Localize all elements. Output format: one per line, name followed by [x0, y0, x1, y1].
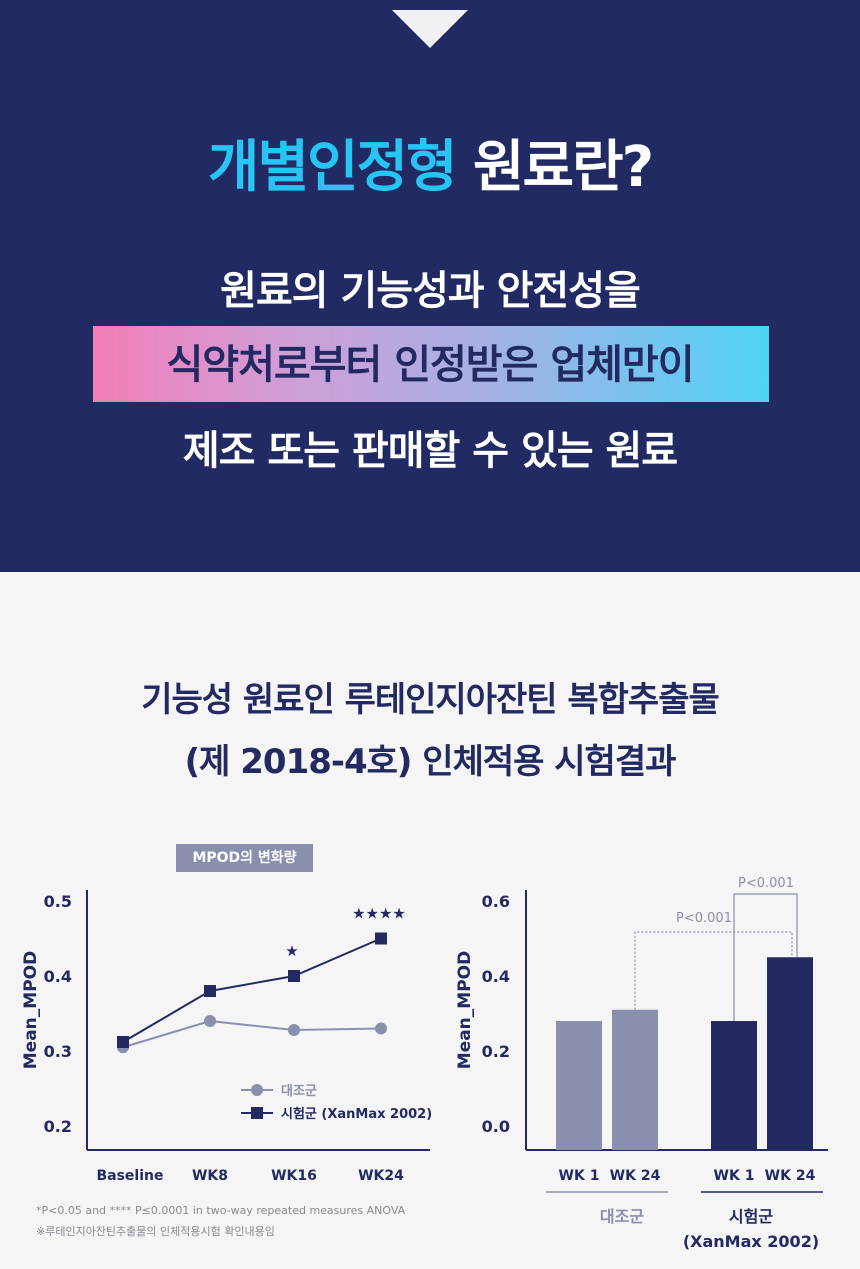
- line-point-test: [288, 970, 300, 982]
- significance-star-label: ★: [285, 942, 298, 960]
- line-chart-title-badge: MPOD의 변화량: [176, 844, 313, 872]
- hero-line-1: 원료의 기능성과 안전성을: [220, 268, 641, 314]
- bar-chart-y-tick-label: 0.4: [482, 967, 510, 986]
- headline-accent: 개별인정형: [207, 135, 458, 200]
- hero-line-2: 식약처로부터 인정받은 업체만이: [0, 332, 860, 390]
- bracket-test-wk1-vs-wk24: [733, 893, 798, 1021]
- line-point-test: [117, 1036, 129, 1048]
- bar-1-2: [612, 1009, 658, 1150]
- hero-banner: [0, 0, 860, 572]
- line-chart-y-tick-label: 0.3: [44, 1042, 72, 1061]
- line-point-control: [375, 1022, 387, 1035]
- p-value-label: P<0.001: [676, 911, 732, 926]
- headline-rest: 원료란?: [455, 135, 654, 200]
- line-chart-x-tick-label: WK24: [358, 1168, 404, 1184]
- bar-chart-y-tick-label: 0.6: [482, 892, 510, 911]
- legend-marker-square: [251, 1107, 263, 1119]
- hero-line-3: 제조 또는 판매할 수 있는 원료: [182, 428, 678, 474]
- section-title-line-2: (제 2018-4호) 인체적용 시험결과: [184, 742, 677, 782]
- footnote-statistics: *P<0.05 and **** P≤0.0001 in two-way rep…: [36, 1204, 406, 1217]
- bracket-control-vs-test: [634, 931, 793, 1010]
- line-point-control: [288, 1024, 300, 1036]
- legend-label: 시험군 (XanMax 2002): [281, 1106, 432, 1122]
- line-chart-y-tick-label: 0.2: [44, 1117, 72, 1136]
- line-chart-y-axis-label: Mean_MPOD: [21, 951, 41, 1069]
- bar-chart-y-tick-label: 0.2: [482, 1042, 510, 1061]
- bar-x-tick-label: WK 24: [765, 1168, 816, 1184]
- line-series-1: [122, 1019, 382, 1049]
- p-value-label: P<0.001: [738, 876, 794, 891]
- line-chart-y-tick-label: 0.4: [44, 967, 72, 986]
- line-point-control: [204, 1015, 216, 1027]
- line-chart-x-tick-label: WK16: [271, 1168, 317, 1184]
- notch-arrow-icon: [392, 10, 468, 48]
- line-chart-y-tick-label: 0.5: [44, 892, 72, 911]
- line-point-test: [375, 932, 387, 945]
- bar-chart-y-axis-label: Mean_MPOD: [455, 951, 475, 1069]
- bar-2-2: [767, 957, 813, 1150]
- bar-chart-y-tick-label: 0.0: [482, 1117, 510, 1136]
- line-chart-x-tick-label: Baseline: [96, 1168, 163, 1184]
- section-title-line-1: 기능성 원료인 루테인지아잔틴 복합추출물: [141, 680, 720, 720]
- hero-headline: 개별인정형 원료란?: [0, 122, 860, 203]
- group-label-test-line-2: (XanMax 2002): [683, 1232, 819, 1251]
- gradient-highlight: [93, 326, 769, 402]
- bar-x-tick-label: WK 1: [559, 1168, 600, 1184]
- bar-1-1: [556, 1021, 602, 1150]
- bar-x-tick-label: WK 24: [610, 1168, 661, 1184]
- line-chart-x-tick-label: WK8: [192, 1168, 228, 1184]
- legend-label: 대조군: [281, 1084, 317, 1099]
- group-label-test-line-1: 시험군: [729, 1207, 773, 1226]
- significance-star-label: ★★★★: [352, 905, 406, 923]
- line-series-2: [122, 937, 382, 1043]
- legend-marker-circle: [251, 1084, 263, 1096]
- bar-2-1: [711, 1021, 757, 1150]
- footnote-source: ※루테인지아잔틴추출물의 인체적용시험 확인내용임: [36, 1225, 275, 1238]
- bar-x-tick-label: WK 1: [714, 1168, 755, 1184]
- hero-line-2-text: 식약처로부터 인정받은 업체만이: [166, 342, 694, 388]
- group-label-control: 대조군: [600, 1207, 644, 1226]
- line-point-test: [204, 985, 216, 997]
